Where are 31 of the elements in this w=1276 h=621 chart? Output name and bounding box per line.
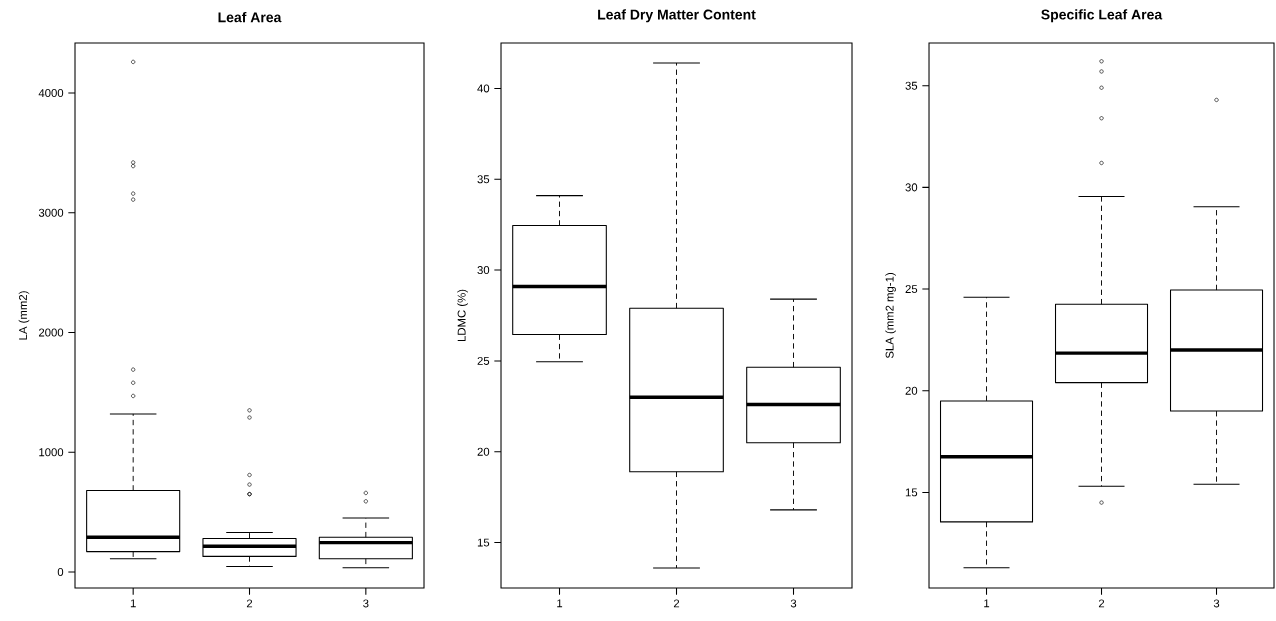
y-tick-label: 30 (905, 183, 918, 192)
x-tick-label: 3 (363, 599, 369, 608)
y-tick-label: 4000 (38, 89, 64, 98)
y-tick-label: 15 (905, 488, 918, 497)
y-axis-title: LDMC (%) (457, 289, 468, 342)
x-tick-label: 2 (1098, 599, 1105, 608)
y-tick-label: 20 (477, 447, 490, 456)
y-tick-label: 35 (905, 81, 918, 90)
y-tick-label: 25 (477, 356, 490, 365)
y-tick-label: 0 (57, 567, 64, 576)
y-axis-title: LA (mm2) (18, 291, 30, 340)
x-tick-label: 1 (557, 599, 563, 608)
x-tick-label: 2 (246, 599, 253, 608)
chart-title: Specific Leaf Area (1041, 9, 1163, 23)
x-tick-label: 3 (790, 599, 797, 608)
x-tick-label: 1 (984, 599, 990, 608)
chart-title: Leaf Area (218, 12, 282, 23)
y-axis-title: SLA (mm2 mg-1) (885, 273, 896, 359)
y-tick-label: 20 (905, 386, 918, 395)
y-tick-label: 30 (477, 266, 490, 275)
y-tick-label: 40 (477, 84, 490, 93)
y-tick-label: 2000 (38, 328, 64, 337)
x-tick-label: 2 (673, 599, 680, 608)
y-tick-label: 15 (477, 538, 490, 547)
chart-title: Leaf Dry Matter Content (598, 9, 756, 23)
y-tick-label: 25 (905, 285, 918, 294)
x-tick-label: 1 (130, 599, 136, 608)
x-tick-label: 3 (1213, 599, 1220, 608)
y-tick-label: 1000 (39, 448, 64, 457)
y-tick-label: 3000 (38, 208, 64, 217)
y-tick-label: 35 (477, 175, 490, 184)
